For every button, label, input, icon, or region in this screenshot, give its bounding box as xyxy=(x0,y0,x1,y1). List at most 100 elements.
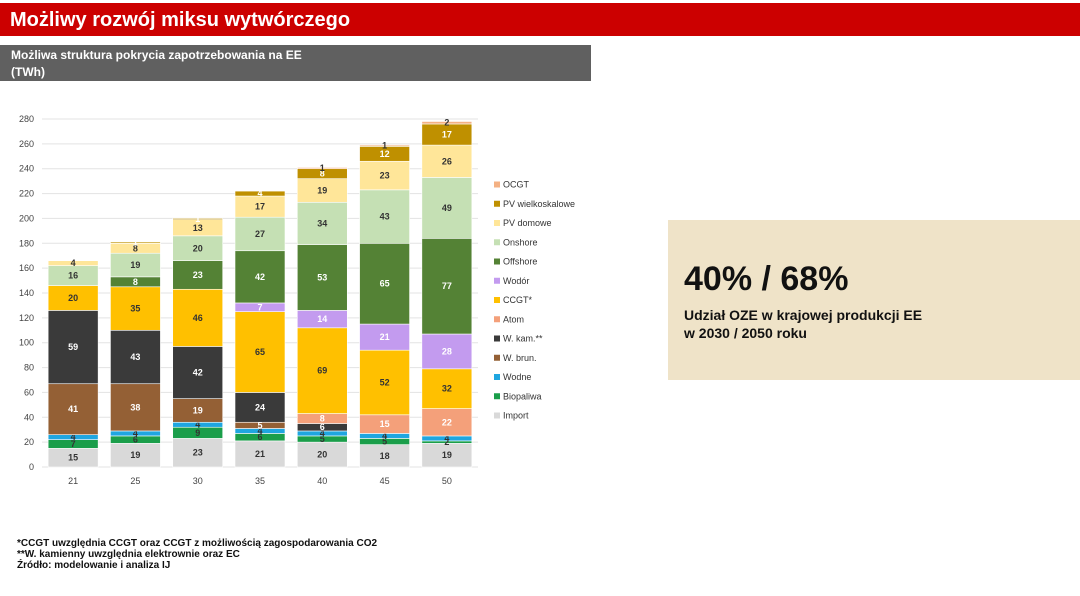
data-label: 4 xyxy=(71,258,76,268)
data-label: 5 xyxy=(257,420,262,430)
data-label: 19 xyxy=(442,450,452,460)
legend-label: Offshore xyxy=(503,257,537,267)
legend-label: Import xyxy=(503,411,529,421)
data-label: 1 xyxy=(382,141,387,151)
data-label: 21 xyxy=(380,332,390,342)
y-tick-label: 40 xyxy=(24,412,34,422)
data-label: 20 xyxy=(317,450,327,460)
data-label: 9 xyxy=(195,428,200,438)
bar-segment xyxy=(172,438,224,468)
bar-segment xyxy=(421,368,473,409)
footnote-wkam: **W. kamienny uwzględnia elektrownie ora… xyxy=(17,549,240,560)
data-label: 1 xyxy=(195,214,200,224)
data-label: 19 xyxy=(130,450,140,460)
bar-segment xyxy=(359,349,410,416)
legend-label: Wodne xyxy=(503,372,531,382)
x-tick-label: 40 xyxy=(317,476,327,486)
data-label: 49 xyxy=(442,203,452,213)
legend-swatch xyxy=(494,258,500,265)
bar-segment xyxy=(172,218,224,220)
bar-segment xyxy=(234,250,286,304)
bar-segment xyxy=(359,242,410,325)
y-tick-label: 100 xyxy=(19,338,34,348)
data-label: 15 xyxy=(380,419,390,429)
data-label: 21 xyxy=(255,449,265,459)
legend-label: CCGT* xyxy=(503,295,532,305)
data-label: 46 xyxy=(193,313,203,323)
legend-swatch xyxy=(494,277,500,284)
data-label: 35 xyxy=(130,304,140,314)
data-label: 13 xyxy=(193,223,203,233)
data-label: 23 xyxy=(193,448,203,458)
data-label: 42 xyxy=(255,272,265,282)
legend-swatch xyxy=(494,297,500,303)
data-label: 26 xyxy=(442,156,452,166)
legend-swatch xyxy=(494,374,500,380)
legend-label: W. brun. xyxy=(503,353,537,363)
bar-segment xyxy=(47,285,99,311)
data-label: 16 xyxy=(68,271,78,281)
bar-segment xyxy=(47,383,99,435)
data-label: 15 xyxy=(68,453,78,463)
bar-segment xyxy=(234,440,286,468)
footnotes: *CCGT uwzględnia CCGT oraz CCGT z możliw… xyxy=(17,538,377,571)
data-label: 4 xyxy=(320,428,325,438)
legend-swatch xyxy=(494,220,500,226)
data-label: 4 xyxy=(133,428,138,438)
legend-swatch xyxy=(494,239,500,246)
title-bar: Możliwy rozwój miksu wytwórczego xyxy=(0,3,1080,36)
data-label: 8 xyxy=(320,169,325,179)
bar-segment xyxy=(234,216,286,252)
x-tick-label: 45 xyxy=(380,476,390,486)
bar-segment xyxy=(359,189,410,244)
legend-label: PV domowe xyxy=(503,218,552,228)
bar-segment xyxy=(359,144,410,147)
legend-label: PV wielkoskalowe xyxy=(503,199,575,209)
footnote-ccgt: *CCGT uwzględnia CCGT oraz CCGT z możliw… xyxy=(17,538,378,549)
y-tick-label: 200 xyxy=(19,213,34,223)
x-tick-label: 30 xyxy=(193,476,203,486)
bar-segment xyxy=(421,121,473,125)
data-label: 53 xyxy=(317,272,327,282)
data-label: 7 xyxy=(71,439,76,449)
data-label: 22 xyxy=(442,417,452,427)
data-label: 38 xyxy=(130,402,140,412)
data-label: 23 xyxy=(193,270,203,280)
y-tick-label: 160 xyxy=(19,263,34,273)
kpi-box: 40% / 68% Udział OZE w krajowej produkcj… xyxy=(668,220,1080,380)
legend-swatch xyxy=(494,200,500,207)
data-label: 65 xyxy=(255,347,265,357)
data-label: 43 xyxy=(380,212,390,222)
bar-segment xyxy=(110,286,161,331)
data-label: 7 xyxy=(257,302,262,312)
data-label: 19 xyxy=(193,405,203,415)
legend-swatch xyxy=(494,181,500,188)
bar-segment xyxy=(234,392,286,423)
x-tick-label: 21 xyxy=(68,476,78,486)
y-tick-label: 0 xyxy=(29,462,34,472)
legend-label: OCGT xyxy=(503,180,530,190)
bar-segment xyxy=(421,177,473,239)
chart-title: Możliwa struktura pokrycia zapotrzebowan… xyxy=(11,48,302,62)
y-tick-label: 260 xyxy=(19,139,34,149)
data-label: 27 xyxy=(255,229,265,239)
legend-label: Atom xyxy=(503,314,524,324)
data-label: 4 xyxy=(257,426,262,436)
data-label: 5 xyxy=(382,437,387,447)
data-label: 4 xyxy=(444,433,449,443)
data-label: 17 xyxy=(442,130,452,140)
data-label: 19 xyxy=(317,185,327,195)
data-label: 18 xyxy=(380,451,390,461)
bar-segment xyxy=(421,144,473,178)
y-tick-label: 20 xyxy=(24,437,34,447)
data-label: 6 xyxy=(133,435,138,445)
kpi-description-line2: w 2030 / 2050 roku xyxy=(684,325,807,341)
bar-segment xyxy=(421,408,473,437)
data-label: 2 xyxy=(444,118,449,128)
legend-swatch xyxy=(494,316,500,323)
legend-swatch xyxy=(494,335,500,342)
bar-segment xyxy=(110,329,161,385)
chart-unit: (TWh) xyxy=(11,65,45,79)
legend-swatch xyxy=(494,412,500,419)
data-label: 34 xyxy=(317,218,327,228)
